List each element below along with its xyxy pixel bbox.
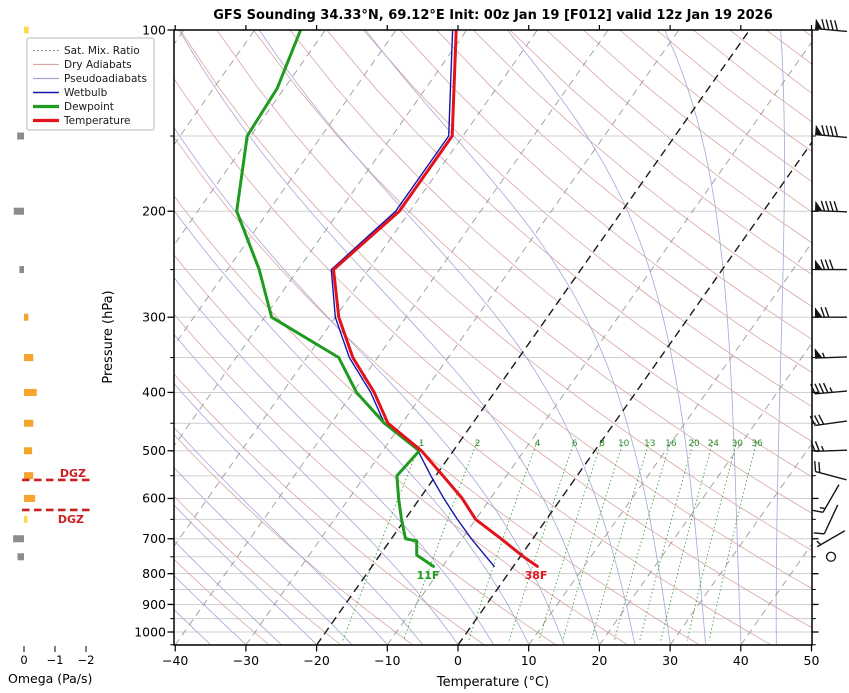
wind-barb-600 bbox=[812, 484, 840, 513]
svg-text:−40: −40 bbox=[162, 653, 188, 668]
legend-label-pseudoadiabats: Pseudoadiabats bbox=[64, 73, 147, 85]
omega-bar-550 bbox=[24, 472, 34, 480]
svg-text:−1: −1 bbox=[47, 653, 64, 667]
svg-text:10: 10 bbox=[618, 439, 630, 449]
svg-text:40: 40 bbox=[733, 653, 749, 668]
svg-text:16: 16 bbox=[665, 439, 677, 449]
legend: Sat. Mix. Ratio Dry Adiabats Pseudoadiab… bbox=[26, 37, 155, 131]
mixing-ratio-labels: 1 2 4 6 8 10 13 16 20 24 30 36 bbox=[419, 439, 763, 449]
svg-text:1000: 1000 bbox=[134, 624, 166, 639]
wind-barb-350 bbox=[814, 348, 848, 359]
svg-text:−10: −10 bbox=[374, 653, 400, 668]
wind-barb-100 bbox=[814, 18, 848, 33]
omega-bar-100 bbox=[24, 26, 29, 34]
svg-text:600: 600 bbox=[142, 491, 166, 506]
wind-barb-550 bbox=[814, 460, 847, 481]
omega-bar-600 bbox=[24, 494, 36, 502]
wind-barb-200 bbox=[814, 200, 848, 213]
svg-text:20: 20 bbox=[688, 439, 700, 449]
omega-bar-300 bbox=[24, 313, 29, 321]
svg-text:200: 200 bbox=[142, 204, 166, 219]
svg-text:4: 4 bbox=[535, 439, 541, 449]
wind-barb-650 bbox=[813, 504, 839, 535]
svg-text:100: 100 bbox=[142, 22, 166, 37]
svg-text:30: 30 bbox=[662, 653, 678, 668]
svg-text:0: 0 bbox=[454, 653, 462, 668]
svg-text:400: 400 bbox=[142, 385, 166, 400]
svg-text:0: 0 bbox=[20, 653, 27, 667]
omega-bar-500 bbox=[24, 447, 33, 455]
omega-bar-350 bbox=[24, 354, 34, 362]
svg-text:20: 20 bbox=[591, 653, 607, 668]
omega-bar-200 bbox=[13, 207, 24, 215]
chart-background-lines: 1 2 4 6 8 10 13 16 20 24 30 36 bbox=[174, 30, 812, 645]
svg-text:13: 13 bbox=[644, 439, 655, 449]
dewpoint-curve bbox=[235, 30, 435, 568]
wind-barb-700 bbox=[816, 530, 846, 548]
omega-bar-450 bbox=[24, 419, 34, 427]
svg-text:−30: −30 bbox=[233, 653, 259, 668]
temperature-axis-label: Temperature (°C) bbox=[436, 675, 549, 690]
svg-text:900: 900 bbox=[142, 597, 166, 612]
legend-label-dry-adiabats: Dry Adiabats bbox=[64, 59, 132, 71]
omega-bar-400 bbox=[24, 388, 37, 396]
wind-barb-150 bbox=[814, 124, 848, 139]
surface-dewpoint-annotation: 11F bbox=[417, 569, 440, 582]
svg-text:6: 6 bbox=[572, 439, 578, 449]
svg-text:500: 500 bbox=[142, 443, 166, 458]
wind-barb-450 bbox=[809, 414, 847, 427]
temperature-curve bbox=[332, 30, 539, 568]
omega-bar-750 bbox=[17, 553, 24, 561]
svg-text:−20: −20 bbox=[303, 653, 329, 668]
legend-label-temperature: Temperature bbox=[63, 115, 131, 127]
svg-text:300: 300 bbox=[142, 310, 166, 325]
svg-text:−2: −2 bbox=[78, 653, 95, 667]
svg-text:2: 2 bbox=[475, 439, 481, 449]
svg-text:1: 1 bbox=[419, 439, 425, 449]
dgz-upper-label: DGZ bbox=[60, 467, 86, 480]
wind-barb-750 bbox=[825, 551, 837, 562]
chart-title: GFS Sounding 34.33°N, 69.12°E Init: 00z … bbox=[213, 8, 773, 23]
svg-text:700: 700 bbox=[142, 531, 166, 546]
omega-bar-250 bbox=[19, 266, 24, 274]
wind-barb-500 bbox=[810, 441, 848, 453]
svg-text:10: 10 bbox=[521, 653, 537, 668]
legend-label-wetbulb: Wetbulb bbox=[64, 87, 108, 99]
dgz-lower-label: DGZ bbox=[58, 513, 84, 526]
plot-frame-ticks: −40 −30 −20 −10 0 10 20 30 40 5010020030040050060… bbox=[20, 22, 819, 668]
legend-label-dewpoint: Dewpoint bbox=[64, 101, 114, 113]
omega-axis-label: Omega (Pa/s) bbox=[8, 671, 92, 686]
surface-temp-annotation: 38F bbox=[525, 569, 548, 582]
svg-text:8: 8 bbox=[599, 439, 605, 449]
svg-text:30: 30 bbox=[731, 439, 743, 449]
wind-barb-column bbox=[809, 18, 848, 562]
omega-bar-700 bbox=[13, 535, 24, 543]
svg-text:800: 800 bbox=[142, 566, 166, 581]
omega-bar-150 bbox=[17, 132, 24, 140]
pressure-axis-label: Pressure (hPa) bbox=[101, 290, 116, 383]
wind-barb-400 bbox=[810, 382, 848, 395]
legend-label-sat-mix-ratio: Sat. Mix. Ratio bbox=[64, 45, 140, 57]
omega-bar-column bbox=[13, 26, 90, 561]
svg-text:36: 36 bbox=[751, 439, 763, 449]
sounding-curves bbox=[235, 30, 539, 568]
svg-text:24: 24 bbox=[708, 439, 720, 449]
omega-bar-650 bbox=[24, 515, 28, 523]
svg-text:50: 50 bbox=[804, 653, 820, 668]
wind-barb-300 bbox=[815, 306, 847, 318]
wind-barb-250 bbox=[815, 259, 847, 271]
